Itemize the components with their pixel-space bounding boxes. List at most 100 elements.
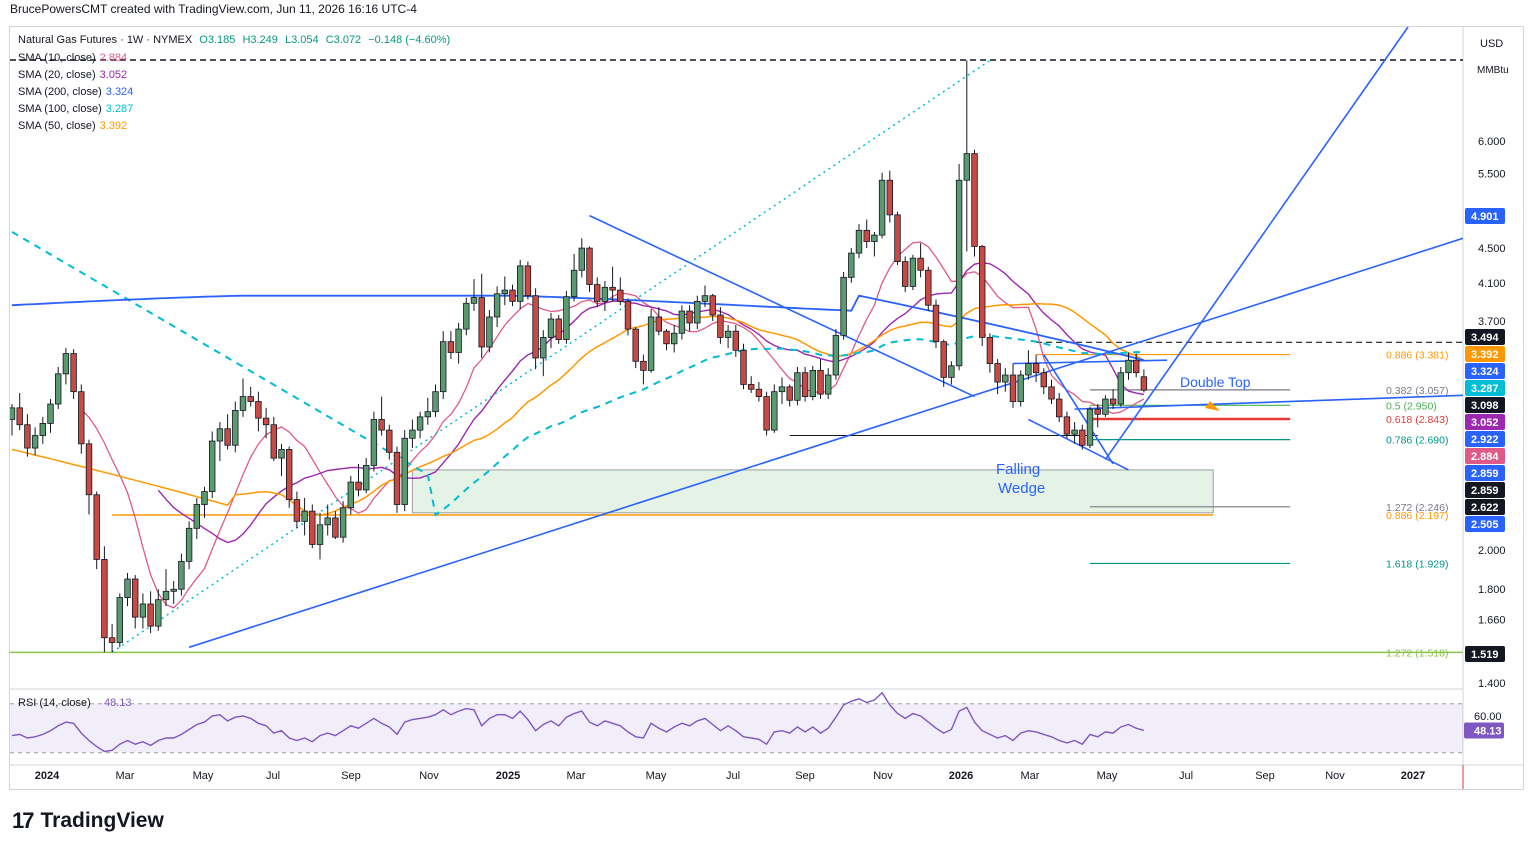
- time-tick: 2025: [496, 770, 520, 782]
- candle: [486, 310, 493, 353]
- candle-body: [709, 295, 716, 316]
- candle-body: [832, 334, 840, 376]
- candle: [594, 277, 601, 308]
- candle-body: [932, 304, 940, 343]
- candle-body: [1117, 372, 1124, 405]
- candle: [501, 276, 508, 306]
- candle: [724, 325, 732, 349]
- axis-unit: MMBtu: [1477, 65, 1509, 76]
- chart-frame[interactable]: 0.886 (3.381) 0.382 (3.057) 0.5 (2.950) 0.6…: [9, 26, 1524, 790]
- candle-body: [101, 559, 108, 639]
- price-chart[interactable]: 0.886 (3.381) 0.382 (3.057) 0.5 (2.950) 0.6…: [10, 27, 1523, 789]
- candle-body: [208, 440, 216, 492]
- price-badge-text: 3.324: [1471, 366, 1499, 378]
- candle: [848, 248, 855, 283]
- sma-legend-10[interactable]: SMA (10, close) 2.884: [18, 52, 127, 64]
- sma-legend-50[interactable]: SMA (50, close) 3.392: [18, 120, 127, 132]
- candle-body: [724, 330, 732, 338]
- tradingview-logo[interactable]: 17 TradingView: [12, 808, 164, 834]
- time-tick: Sep: [795, 770, 815, 782]
- candle: [578, 238, 585, 278]
- candle: [886, 170, 893, 223]
- fib-label: 0.886 (3.381): [1386, 350, 1448, 362]
- candle-body: [393, 451, 401, 505]
- rsi-label: RSI (14, close): [18, 697, 91, 709]
- candle: [655, 307, 662, 336]
- sma-value: 3.392: [99, 120, 128, 132]
- price-badge-bg: [1465, 380, 1505, 396]
- candle-body: [232, 409, 239, 446]
- candle: [1017, 370, 1024, 407]
- time-tick: Mar: [567, 770, 586, 782]
- candle: [817, 359, 824, 400]
- price-badge: 2.859: [1465, 465, 1505, 481]
- candle-body: [55, 373, 62, 405]
- candle-body: [871, 234, 878, 242]
- candle-body: [732, 330, 739, 351]
- candle-body: [170, 588, 177, 592]
- candle-body: [47, 403, 54, 424]
- support-zone: [411, 469, 1214, 514]
- fib-label: 1.272 (1.518): [1386, 648, 1448, 660]
- candle-body: [1094, 408, 1101, 415]
- small-rising-line: [1074, 394, 1463, 410]
- candle-body: [640, 360, 647, 371]
- candle: [439, 331, 447, 400]
- sma-legend-200[interactable]: SMA (200, close) 3.324: [18, 86, 133, 98]
- candle: [332, 511, 339, 539]
- candle-body: [1109, 398, 1117, 405]
- sma-value: 3.287: [105, 103, 134, 115]
- candle-body: [139, 603, 147, 618]
- candle: [963, 60, 970, 252]
- sma-50-line: [11, 302, 1145, 516]
- candle: [278, 443, 285, 476]
- candle-body: [1071, 429, 1078, 435]
- candle: [771, 384, 778, 433]
- candle: [262, 407, 270, 439]
- candle-body: [794, 372, 801, 401]
- candle: [1140, 369, 1148, 393]
- candle: [601, 280, 609, 312]
- candle-body: [78, 391, 85, 445]
- drawings-zones: [411, 469, 1214, 514]
- annotations: Double Top Falling Wedge: [996, 374, 1251, 497]
- fib-label: 0.382 (3.057): [1386, 385, 1448, 397]
- candle: [55, 366, 62, 410]
- price-badge-bg: [1465, 646, 1505, 662]
- sma-legend-100[interactable]: SMA (100, close) 3.287: [18, 103, 133, 115]
- candle-body: [93, 494, 100, 560]
- price-badge: 2.859: [1465, 482, 1505, 498]
- candle-body: [1056, 398, 1063, 418]
- price-badge: 3.287: [1465, 380, 1505, 396]
- ohlc-open: O3.185: [199, 34, 236, 46]
- price-badge-text: 2.884: [1471, 451, 1499, 463]
- candle: [1117, 366, 1124, 407]
- candle-body: [647, 316, 655, 371]
- candle: [93, 491, 100, 570]
- candle-body: [1040, 372, 1047, 388]
- time-tick: 2024: [35, 770, 60, 782]
- candle: [355, 463, 362, 497]
- candle: [147, 591, 154, 634]
- sma-legend-20[interactable]: SMA (20, close) 3.052: [18, 69, 127, 81]
- candle-body: [339, 507, 347, 538]
- candle: [301, 497, 308, 536]
- fibonacci-levels: 0.886 (3.381) 0.382 (3.057) 0.5 (2.950) 0.6…: [10, 59, 1463, 660]
- candle-body: [655, 316, 662, 332]
- price-badge-bg: [1465, 414, 1505, 430]
- price-axis: 6.000 5.500 4.500 4.100 3.700 2.000 1.800 1.660…: [1478, 136, 1506, 690]
- candle: [647, 309, 655, 373]
- candle-body: [963, 153, 970, 181]
- candle-body: [332, 517, 339, 538]
- candle-body: [355, 481, 362, 491]
- candle-body: [940, 341, 947, 378]
- price-badge: 3.098: [1465, 397, 1505, 413]
- candle-body: [201, 491, 208, 505]
- candle: [740, 343, 747, 390]
- price-badge-text: 3.392: [1471, 349, 1499, 361]
- price-badge: 4.901: [1465, 208, 1505, 224]
- candle-body: [370, 419, 378, 466]
- candle: [1009, 363, 1017, 408]
- sma-label: SMA (20, close): [18, 69, 96, 81]
- candle-body: [578, 247, 585, 271]
